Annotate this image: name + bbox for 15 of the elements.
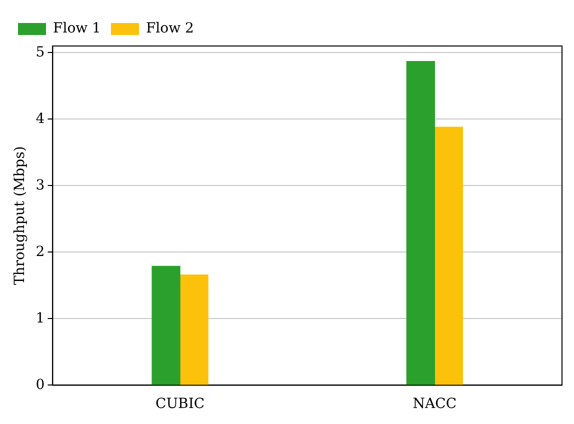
y-axis-title: Throughput (Mbps) — [12, 146, 28, 286]
y-tick-label: 2 — [36, 244, 45, 260]
y-tick-label: 5 — [36, 44, 45, 60]
bar — [152, 266, 180, 386]
bar — [180, 274, 208, 386]
bar — [434, 126, 464, 386]
y-tick-label: 1 — [36, 310, 45, 326]
legend-label: Flow 2 — [146, 20, 194, 37]
x-tick-label: NACC — [412, 396, 457, 412]
y-tick-label: 4 — [36, 110, 45, 127]
legend-label: Flow 1 — [53, 20, 101, 37]
x-tick-label: CUBIC — [156, 396, 205, 412]
bar — [406, 60, 436, 386]
y-tick-label: 0 — [36, 376, 45, 393]
y-tick-label: 3 — [36, 177, 45, 194]
